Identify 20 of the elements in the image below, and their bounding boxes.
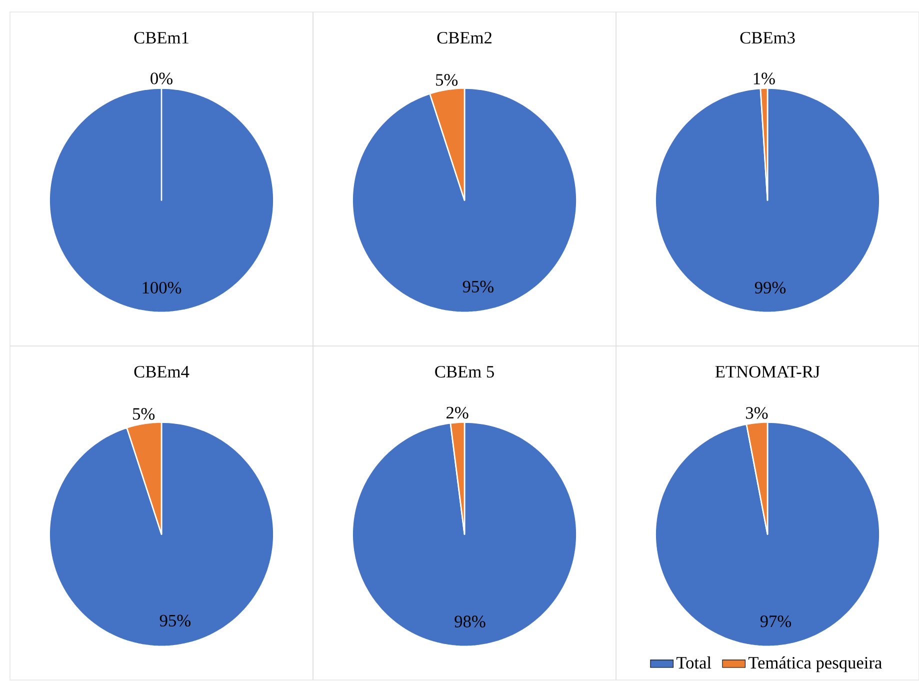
- legend-label: Total: [676, 656, 712, 669]
- chart-title: CBEm2: [437, 32, 492, 44]
- data-label: 5%: [133, 408, 155, 420]
- data-label: 1%: [754, 72, 775, 84]
- data-label: 5%: [436, 74, 458, 86]
- chart-title: CBEm 5: [435, 366, 494, 378]
- data-label: 99%: [754, 282, 786, 294]
- data-label: 3%: [746, 407, 768, 419]
- chart-title: CBEm1: [134, 32, 188, 44]
- data-label: 2%: [446, 406, 468, 419]
- data-label: 95%: [160, 614, 190, 627]
- chart-title: CBEm3: [740, 32, 795, 44]
- data-label: 98%: [454, 616, 486, 628]
- chart-title: ETNOMAT-RJ: [715, 366, 820, 378]
- data-label: 95%: [462, 280, 494, 293]
- data-label: 100%: [142, 282, 182, 294]
- chart-title: CBEm4: [134, 366, 190, 378]
- text: 0%: [150, 72, 172, 84]
- data-label: 97%: [760, 615, 792, 628]
- legend-label: Temática pesqueira: [748, 656, 882, 672]
